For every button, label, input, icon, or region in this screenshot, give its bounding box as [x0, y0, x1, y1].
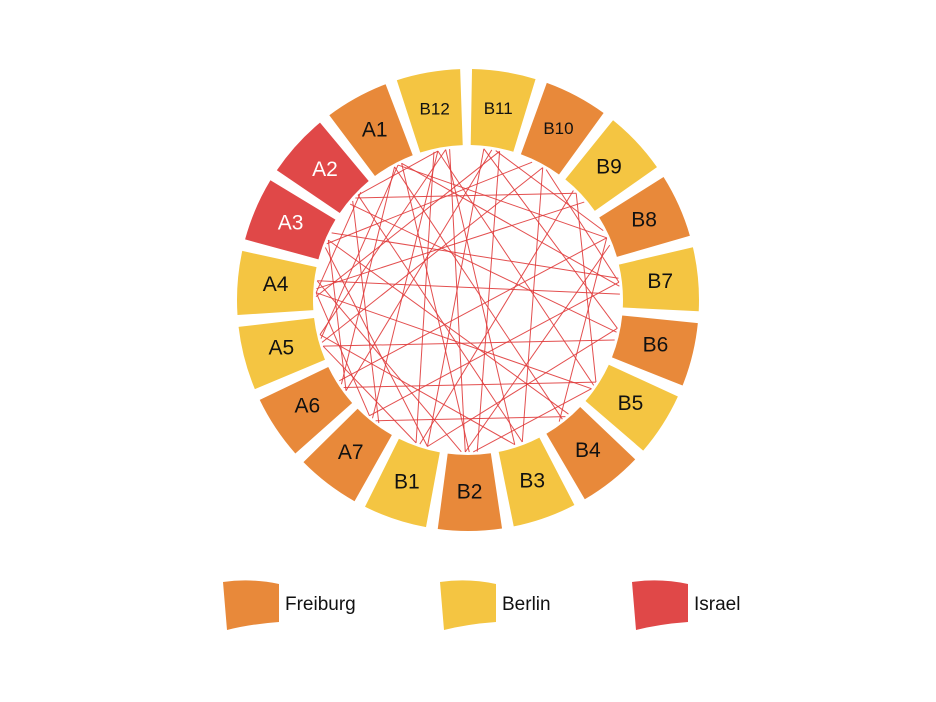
link	[315, 192, 362, 293]
legend-label: Israel	[694, 594, 740, 615]
segment	[437, 453, 503, 531]
segment	[585, 364, 678, 451]
segment-label: B10	[543, 119, 573, 138]
link	[343, 381, 596, 388]
segment-label: B9	[596, 156, 622, 179]
link	[375, 416, 566, 422]
link	[331, 232, 619, 279]
segment	[396, 69, 463, 153]
link	[321, 167, 544, 343]
link	[495, 150, 604, 232]
segment	[470, 69, 536, 152]
segment	[259, 367, 353, 454]
link	[327, 240, 347, 391]
link	[340, 166, 396, 385]
link	[483, 148, 618, 329]
link	[320, 164, 399, 339]
link	[472, 388, 592, 453]
legend-swatch	[632, 580, 688, 630]
link	[319, 334, 516, 446]
segment	[599, 177, 690, 257]
legend: Freiburg Berlin Israel	[223, 580, 740, 630]
link	[316, 280, 462, 453]
links	[315, 148, 620, 453]
link	[394, 166, 563, 420]
link	[575, 193, 597, 383]
segment-label: B4	[575, 439, 601, 462]
segment	[365, 438, 440, 528]
link	[449, 149, 466, 453]
segment	[303, 408, 392, 502]
link	[401, 162, 620, 287]
link	[372, 150, 439, 419]
segment-label: B3	[519, 470, 545, 493]
segment	[329, 84, 413, 177]
segment	[546, 406, 636, 500]
link	[315, 150, 500, 298]
link	[445, 149, 516, 445]
link	[437, 150, 595, 386]
legend-swatch	[440, 580, 496, 630]
segment-label: A6	[294, 394, 320, 417]
segment	[498, 437, 575, 527]
segment-label: A7	[338, 441, 364, 464]
link	[545, 169, 620, 283]
segment-label: A4	[263, 273, 289, 296]
segment	[565, 120, 657, 211]
link	[319, 149, 447, 335]
segment-label: B8	[631, 209, 657, 232]
link	[328, 239, 569, 415]
link	[369, 281, 620, 417]
link	[521, 167, 544, 443]
link	[419, 190, 574, 445]
link	[345, 149, 493, 391]
segment-label: B6	[643, 333, 669, 356]
segment-label: A3	[278, 211, 304, 234]
segment	[245, 180, 336, 260]
link	[324, 247, 428, 447]
link	[322, 345, 417, 444]
segment-label: B5	[618, 392, 644, 415]
link	[558, 237, 608, 422]
segment-label: A2	[312, 158, 338, 181]
legend-label: Berlin	[502, 594, 551, 615]
segment-label: B12	[420, 99, 450, 118]
link	[317, 280, 620, 295]
link	[352, 200, 380, 424]
segment	[236, 250, 317, 316]
legend-swatch	[223, 580, 279, 630]
link	[316, 201, 585, 290]
link	[326, 161, 533, 245]
link	[427, 327, 618, 447]
segment	[618, 247, 699, 312]
link	[315, 292, 370, 416]
link	[349, 203, 617, 333]
segments: B11 B10 B9 B8 B7 B6 B5 B4 B3 B2 B1 A7 A6 A5 A4 A3 A2 A1 B1…	[236, 69, 699, 531]
link	[316, 292, 592, 390]
segment-label: B1	[394, 471, 420, 494]
segment	[276, 122, 369, 213]
link	[355, 192, 577, 199]
link	[401, 163, 470, 453]
link	[426, 148, 485, 447]
segment-label: B7	[647, 270, 673, 293]
segment	[238, 318, 325, 390]
link	[323, 339, 615, 347]
link	[357, 194, 523, 443]
segment	[520, 82, 604, 175]
segment-label: A1	[362, 119, 388, 142]
segment-label: A5	[268, 336, 294, 359]
segment	[611, 315, 698, 386]
link	[339, 237, 607, 382]
legend-label: Freiburg	[285, 594, 356, 615]
link	[357, 150, 439, 196]
segment-label: B2	[457, 481, 483, 504]
segment-label: B11	[484, 99, 513, 118]
link	[415, 151, 435, 443]
